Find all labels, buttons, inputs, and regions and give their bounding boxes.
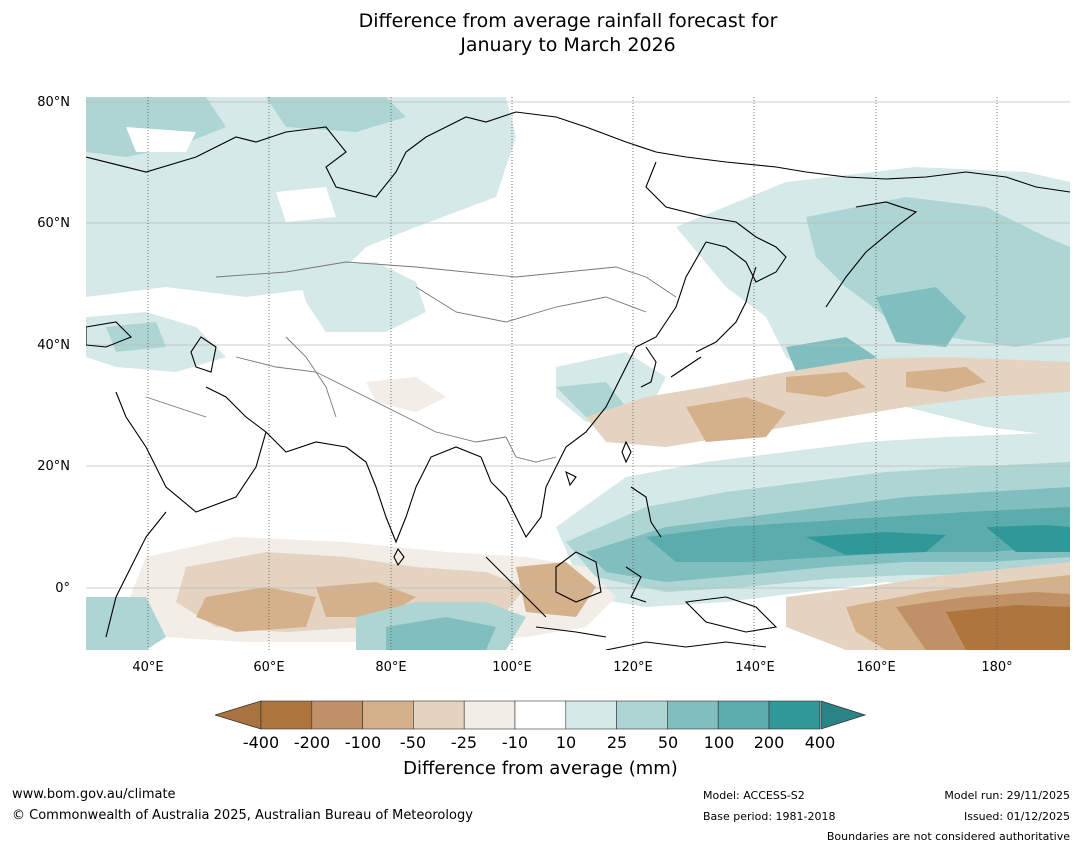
colorbar-tick: 100 [703,733,735,752]
lat-label-40n: 40°N [37,338,70,353]
colorbar-cell [616,700,668,730]
title-line-2: January to March 2026 [460,34,676,56]
colorbar-tick: -200 [293,733,331,752]
colorbar-label: Difference from average (mm) [403,758,678,779]
lat-label-80n: 80°N [37,95,70,110]
lon-label-100e: 100°E [492,660,532,675]
colorbar-cell [768,700,821,730]
colorbar-tick: -100 [344,733,382,752]
colorbar-cell [565,700,617,730]
lon-label-40e: 40°E [132,660,164,675]
lat-label-equator: 0° [55,581,70,596]
colorbar-tick: -10 [501,733,529,752]
lon-label-80e: 80°E [375,660,407,675]
base-period-text: Base period: 1981-2018 [703,810,836,823]
colorbar-cell [260,700,313,730]
rainfall-anomaly-map [86,97,1070,650]
colorbar-tick: 400 [804,733,836,752]
model-run-text: Model run: 29/11/2025 [944,789,1070,802]
colorbar-tick: 10 [555,733,577,752]
colorbar-tick: -400 [242,733,280,752]
colorbar [215,700,867,730]
colorbar-cell [362,700,414,730]
colorbar-arrow-low [215,700,262,730]
colorbar-cell [413,700,465,730]
website-link[interactable]: www.bom.gov.au/climate [12,787,176,802]
colorbar-arrow-high [820,700,867,730]
disclaimer-text: Boundaries are not considered authoritat… [826,830,1070,843]
map-canvas [86,97,1070,650]
lat-label-60n: 60°N [37,216,70,231]
colorbar-tick: 50 [657,733,679,752]
colorbar-cell [311,700,363,730]
colorbar-tick: 25 [606,733,628,752]
colorbar-cell [717,700,770,730]
colorbar-tick: 200 [753,733,785,752]
colorbar-cells [260,700,821,730]
colorbar-tick: -25 [450,733,478,752]
colorbar-tick: -50 [399,733,427,752]
colorbar-cell [667,700,719,730]
lon-label-180: 180° [981,660,1013,675]
title-line-1: Difference from average rainfall forecas… [358,10,778,32]
issued-text: Issued: 01/12/2025 [963,810,1070,823]
copyright-text: © Commonwealth of Australia 2025, Austra… [12,808,473,823]
colorbar-cell [514,700,567,730]
map-title: Difference from average rainfall forecas… [0,9,1081,57]
model-text: Model: ACCESS-S2 [703,789,805,802]
lat-label-20n: 20°N [37,459,70,474]
lon-label-60e: 60°E [253,660,285,675]
colorbar-cell [463,700,516,730]
lon-label-140e: 140°E [735,660,775,675]
lon-label-120e: 120°E [613,660,653,675]
lon-label-160e: 160°E [856,660,896,675]
